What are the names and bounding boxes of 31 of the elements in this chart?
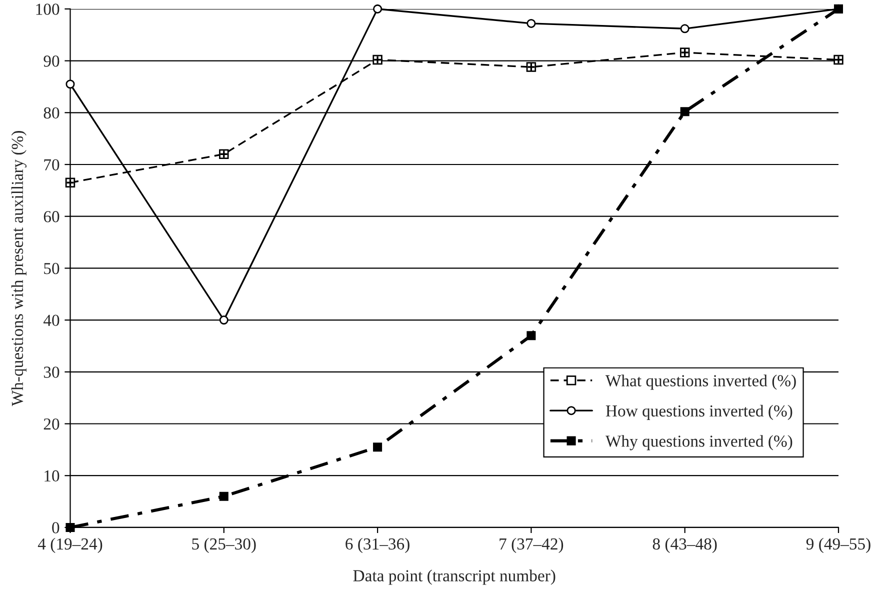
x-tick-label: 7 (37–42) bbox=[500, 538, 564, 553]
y-tick-label: 80 bbox=[44, 107, 60, 119]
point bbox=[373, 442, 382, 452]
y-tick-label: 10 bbox=[44, 470, 60, 482]
y-tick-label: 60 bbox=[44, 211, 60, 222]
point bbox=[526, 18, 536, 28]
x-tick-label: 9 (49–55) bbox=[806, 538, 870, 553]
y-axis-title: Wh-questions with present auxilliary (%) bbox=[11, 131, 26, 406]
x-tick-label: 5 (25–30) bbox=[192, 538, 256, 553]
y-tick-label: 30 bbox=[44, 366, 60, 378]
x-tick-label: 6 (31–36) bbox=[346, 538, 410, 553]
y-tick-label: 90 bbox=[44, 55, 60, 67]
x-tick-label: 8 (43–48) bbox=[652, 538, 717, 553]
y-tick-label: 0 bbox=[52, 522, 60, 534]
y-tick-label: 40 bbox=[43, 314, 60, 326]
y-tick-label: 70 bbox=[44, 159, 60, 170]
point bbox=[373, 4, 382, 14]
point bbox=[219, 492, 228, 501]
legend-label: How questions inverted (%) bbox=[606, 404, 792, 420]
point bbox=[219, 316, 228, 325]
y-tick-label: 100 bbox=[36, 4, 60, 15]
x-tick-label: 4 (19–24) bbox=[38, 538, 102, 553]
x-axis-title: Data point (transcript number) bbox=[353, 570, 556, 585]
point bbox=[680, 24, 690, 34]
y-tick-label: 20 bbox=[44, 418, 60, 430]
point bbox=[66, 80, 75, 89]
legend-label: What questions inverted (%) bbox=[605, 374, 796, 390]
legend-label: Why questions inverted (%) bbox=[605, 435, 792, 450]
y-tick-label: 50 bbox=[44, 262, 60, 274]
point bbox=[680, 107, 690, 116]
point bbox=[526, 331, 536, 340]
